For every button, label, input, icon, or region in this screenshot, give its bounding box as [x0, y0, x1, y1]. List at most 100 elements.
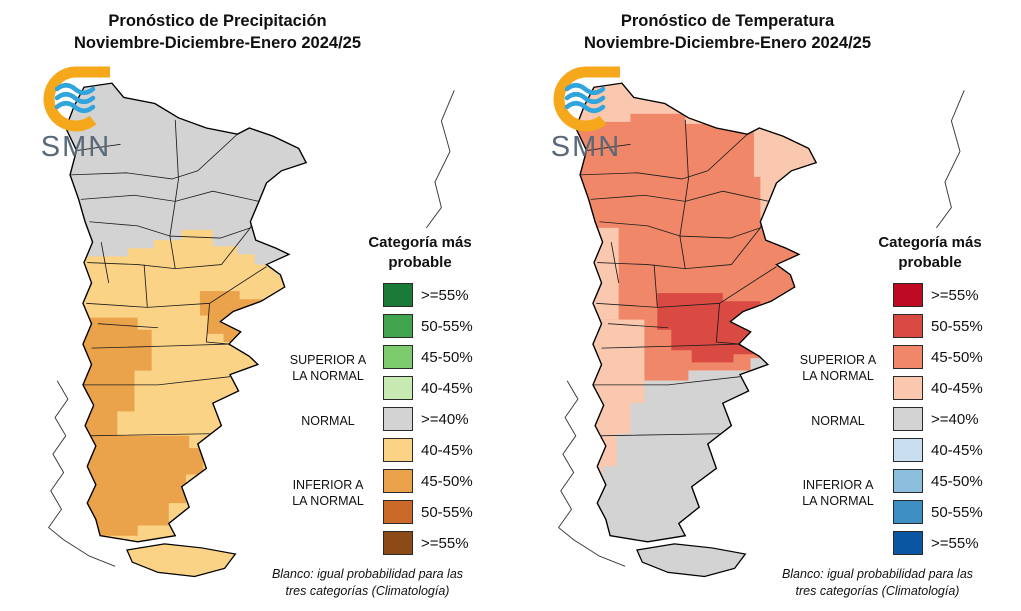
legend-group-inferior-line2: LA NORMAL: [292, 494, 364, 508]
legend-row: >=55%: [893, 531, 983, 555]
legend-swatch: [893, 469, 923, 493]
legend-swatch: [893, 345, 923, 369]
legend-row: 45-50%: [893, 469, 983, 493]
region-above-normal-40-45-westcenter: [588, 227, 619, 320]
legend-label: 40-45%: [421, 441, 473, 459]
country-outline: [65, 82, 308, 543]
footnote: Blanco: igual probabilidad para las tres…: [230, 566, 505, 600]
legend-swatch: [383, 407, 413, 431]
legend-group-normal: NORMAL: [276, 413, 380, 429]
legend-label: 40-45%: [931, 379, 983, 397]
panel-precipitation: Pronóstico de Precipitación Noviembre-Di…: [0, 0, 510, 611]
legend-title-line2: probable: [388, 253, 452, 271]
legend-swatch: [893, 376, 923, 400]
legend-label: 50-55%: [421, 317, 473, 335]
legend-group-superior-line2: LA NORMAL: [292, 369, 364, 383]
legend-label: 50-55%: [931, 503, 983, 521]
legend-swatch: [893, 283, 923, 307]
legend-row: 45-50%: [383, 469, 473, 493]
legend-label: >=40%: [931, 410, 979, 428]
smn-logo-text: SMN: [551, 131, 621, 162]
smn-logo: SMN: [551, 66, 621, 162]
legend-group-inferior-line1: INFERIOR A: [292, 478, 364, 492]
panel-title-line1: Pronóstico de Precipitación: [108, 12, 327, 30]
legend-row: 40-45%: [893, 376, 983, 400]
smn-logo-text: SMN: [41, 131, 111, 162]
legend-row: >=40%: [893, 407, 983, 431]
legend-title-line1: Categoría más: [368, 234, 472, 251]
legend-label: >=55%: [421, 534, 469, 552]
legend-swatch: [383, 376, 413, 400]
panel-title-line2: Noviembre-Diciembre-Enero 2024/25: [583, 34, 872, 53]
legend-swatch: [893, 438, 923, 462]
legend-swatch: [383, 438, 413, 462]
panel-title: Pronóstico de Temperatura Noviembre-Dici…: [510, 10, 945, 55]
tierra-del-fuego: [126, 543, 237, 578]
legend-group-normal-line1: NORMAL: [301, 414, 355, 428]
legend: >=55% 50-55% 45-50% 40-45% >=40% 40-45%: [383, 283, 473, 562]
footnote-line2: tres categorías (Climatología): [795, 583, 960, 598]
panel-temperature: Pronóstico de Temperatura Noviembre-Dici…: [510, 0, 1020, 611]
smn-logo-waves-icon: [54, 83, 96, 113]
legend-row: >=55%: [383, 531, 473, 555]
legend-row: 50-55%: [893, 500, 983, 524]
legend-group-normal: NORMAL: [786, 413, 890, 429]
legend-group-inferior: INFERIOR A LA NORMAL: [786, 477, 890, 509]
legend-label: 50-55%: [421, 503, 473, 521]
legend-row: 40-45%: [383, 376, 473, 400]
legend-swatch: [383, 283, 413, 307]
country-outline: [575, 82, 818, 543]
footnote-line1: Blanco: igual probabilidad para las: [781, 567, 974, 581]
temperature-map: [557, 82, 965, 578]
legend-title: Categoría más probable: [345, 233, 495, 272]
region-above-normal-40-45-northeast: [753, 119, 817, 218]
legend-group-superior-line1: SUPERIOR A: [799, 353, 877, 367]
legend-swatch: [893, 407, 923, 431]
legend-label: 45-50%: [421, 472, 473, 490]
legend-label: 40-45%: [931, 441, 983, 459]
legend-row: 40-45%: [383, 438, 473, 462]
legend-row: >=40%: [383, 407, 473, 431]
panel-title: Pronóstico de Precipitación Noviembre-Di…: [0, 10, 435, 55]
legend-label: 50-55%: [931, 317, 983, 335]
legend-group-inferior: INFERIOR A LA NORMAL: [276, 477, 380, 509]
legend-row: 50-55%: [383, 500, 473, 524]
smn-logo-arc: [553, 66, 620, 132]
legend-title: Categoría más probable: [855, 233, 1005, 272]
legend-swatch: [383, 345, 413, 369]
legend-swatch: [383, 500, 413, 524]
neighbor-coastline-west: [47, 380, 116, 567]
footnote-line2: tres categorías (Climatología): [285, 583, 450, 598]
legend-group-superior: SUPERIOR A LA NORMAL: [786, 352, 890, 384]
legend-group-superior-line1: SUPERIOR A: [289, 353, 367, 367]
legend-swatch: [383, 469, 413, 493]
legend: >=55% 50-55% 45-50% 40-45% >=40% 40-45%: [893, 283, 983, 562]
legend-row: 45-50%: [383, 345, 473, 369]
region-below-normal-45-50-south: [78, 435, 204, 536]
footnote-line1: Blanco: igual probabilidad para las: [271, 567, 464, 581]
legend-row: >=55%: [383, 283, 473, 307]
smn-logo-waves-icon: [564, 83, 606, 113]
legend-swatch: [893, 500, 923, 524]
legend-label: >=40%: [421, 410, 469, 428]
tierra-del-fuego: [636, 543, 747, 578]
smn-logo: SMN: [41, 66, 111, 162]
legend-swatch: [383, 314, 413, 338]
panel-title-line1: Pronóstico de Temperatura: [620, 12, 835, 30]
legend-row: >=55%: [893, 283, 983, 307]
legend-row: 40-45%: [893, 438, 983, 462]
legend-label: >=55%: [931, 534, 979, 552]
legend-label: 45-50%: [421, 348, 473, 366]
neighbor-coastline-east: [425, 90, 455, 229]
smn-logo-arc: [43, 66, 110, 132]
legend-group-normal-line1: NORMAL: [811, 414, 865, 428]
precipitation-map: [47, 82, 455, 578]
legend-label: 40-45%: [421, 379, 473, 397]
legend-row: 45-50%: [893, 345, 983, 369]
legend-title-line2: probable: [898, 253, 962, 271]
legend-swatch: [383, 531, 413, 555]
panel-title-line2: Noviembre-Diciembre-Enero 2024/25: [73, 34, 362, 53]
legend-group-inferior-line2: LA NORMAL: [802, 494, 874, 508]
legend-swatch: [893, 314, 923, 338]
